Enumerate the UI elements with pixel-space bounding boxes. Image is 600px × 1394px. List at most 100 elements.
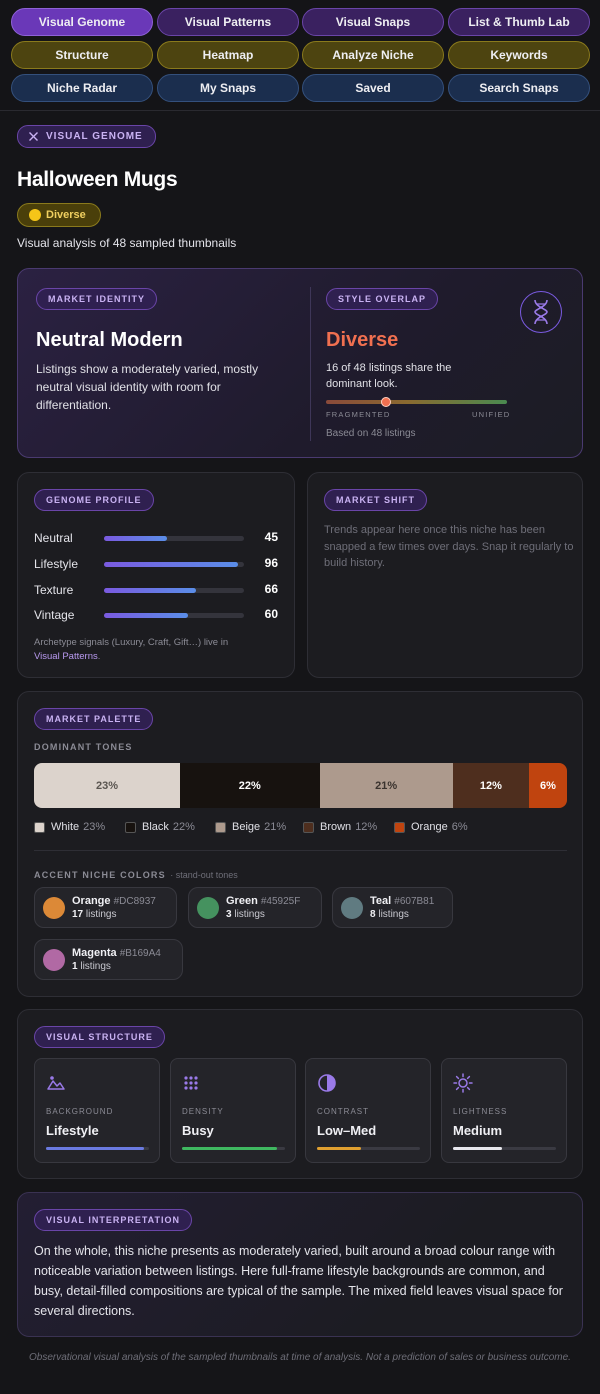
genome-label-neutral: Neutral — [34, 531, 73, 545]
structure-value: Medium — [453, 1123, 503, 1138]
accent-chip-green[interactable]: Green #45925F 3 listings — [188, 887, 322, 928]
nav-keywords[interactable]: Keywords — [448, 41, 590, 69]
accent-name-green: Green #45925F — [226, 895, 300, 907]
nav-list-thumb-lab[interactable]: List & Thumb Lab — [448, 8, 590, 36]
divider — [310, 287, 311, 441]
genome-label-lifestyle: Lifestyle — [34, 557, 79, 571]
market-palette-card: MARKET PALETTE DOMINANT TONES 23% 22% 21… — [17, 691, 583, 997]
nav-visual-genome[interactable]: Visual Genome — [11, 8, 153, 36]
market-shift-text: Trends appear here once this niche has b… — [324, 524, 574, 569]
accent-count: 1 — [72, 961, 78, 972]
interpretation-text: On the whole, this niche presents as mod… — [34, 1244, 563, 1318]
genome-label-texture: Texture — [34, 583, 74, 597]
genome-value-texture: 66 — [264, 582, 278, 596]
accent-count-teal: 8 listings — [370, 909, 409, 920]
accent-dot-magenta — [43, 949, 65, 971]
page-subtitle: Visual analysis of 48 sampled thumbnails — [17, 236, 237, 250]
nav-structure[interactable]: Structure — [11, 41, 153, 69]
overlap-scale — [326, 397, 507, 407]
accent-chip-magenta[interactable]: Magenta #B169A4 1 listings — [34, 939, 183, 980]
genome-profile-card: GENOME PROFILE Neutral 45 Lifestyle 96 T… — [17, 472, 295, 678]
legend-brown: Brown 12% — [303, 821, 377, 833]
diversity-badge: Diverse — [17, 203, 101, 227]
structure-background: BACKGROUND Lifestyle — [34, 1058, 160, 1163]
legend-pct: 12% — [355, 821, 378, 833]
legend-beige: Beige 21% — [215, 821, 286, 833]
genome-bar-vintage — [104, 613, 244, 618]
swatch-brown — [303, 821, 314, 833]
structure-lightness: LIGHTNESS Medium — [441, 1058, 567, 1163]
accent-colors-label: ACCENT NICHE COLORS — [34, 870, 166, 880]
nav-search-snaps[interactable]: Search Snaps — [448, 74, 590, 102]
legend-pct: 6% — [451, 821, 468, 833]
structure-label: DENSITY — [182, 1107, 224, 1116]
nav-heatmap[interactable]: Heatmap — [157, 41, 299, 69]
accent-hex: #B169A4 — [119, 948, 161, 959]
structure-label: LIGHTNESS — [453, 1107, 508, 1116]
footer-disclaimer: Observational visual analysis of the sam… — [29, 1352, 571, 1363]
yellow-dot-icon — [29, 209, 41, 221]
accent-count-magenta: 1 listings — [72, 961, 111, 972]
genome-bar-neutral — [104, 536, 244, 541]
legend-orange: Orange 6% — [394, 821, 468, 833]
genome-note-end: . — [97, 651, 101, 662]
identity-description: Listings show a moderately varied, mostl… — [36, 362, 259, 412]
close-icon[interactable] — [28, 131, 39, 142]
market-palette-tag: MARKET PALETTE — [34, 708, 154, 730]
interpretation-card: VISUAL INTERPRETATION On the whole, this… — [17, 1192, 583, 1337]
tone-pct-beige: 21% — [375, 779, 398, 792]
accent-chip-orange[interactable]: Orange #DC8937 17 listings — [34, 887, 177, 928]
structure-label: CONTRAST — [317, 1107, 369, 1116]
genome-note-text: Archetype signals (Luxury, Craft, Gift…)… — [34, 637, 229, 648]
structure-fill — [182, 1147, 277, 1150]
genome-label-vintage: Vintage — [34, 608, 75, 622]
accent-chip-teal[interactable]: Teal #607B81 8 listings — [332, 887, 453, 928]
tone-pct-black: 22% — [238, 779, 261, 792]
accent-count: 17 — [72, 909, 84, 920]
tone-pct-brown: 12% — [479, 779, 502, 792]
accent-unit: listings — [85, 909, 117, 920]
style-overlap-tag: STYLE OVERLAP — [326, 288, 439, 310]
legend-pct: 22% — [172, 821, 195, 833]
structure-contrast: CONTRAST Low–Med — [305, 1058, 431, 1163]
structure-fill — [46, 1147, 144, 1150]
swatch-beige — [215, 821, 226, 833]
tone-segment-black: 22% — [179, 763, 320, 808]
nav-analyze-niche[interactable]: Analyze Niche — [302, 41, 444, 69]
contrast-icon — [318, 1074, 336, 1092]
structure-label: BACKGROUND — [46, 1107, 114, 1116]
grid-dots-icon — [184, 1076, 198, 1090]
visual-genome-tag[interactable]: VISUAL GENOME — [17, 125, 156, 148]
legend-black: Black 22% — [125, 821, 195, 833]
nav-visual-patterns[interactable]: Visual Patterns — [157, 8, 299, 36]
accent-dot-orange — [43, 897, 65, 919]
structure-value: Lifestyle — [46, 1123, 99, 1138]
accent-hex: #DC8937 — [113, 896, 156, 907]
structure-value: Busy — [182, 1123, 214, 1138]
based-on-label: Based on 48 listings — [326, 428, 416, 439]
legend-pct: 21% — [264, 821, 287, 833]
genome-bar-lifestyle — [104, 562, 244, 567]
tone-pct-orange: 6% — [540, 779, 556, 792]
structure-fill — [453, 1147, 503, 1150]
accent-unit: listings — [80, 961, 111, 972]
visual-patterns-link[interactable]: Visual Patterns — [34, 651, 98, 662]
accent-name-orange: Orange #DC8937 — [72, 895, 156, 907]
nav-my-snaps[interactable]: My Snaps — [157, 74, 299, 102]
overlap-marker — [380, 397, 391, 407]
structure-track — [182, 1147, 285, 1150]
page-title: Halloween Mugs — [17, 168, 178, 191]
legend-pct: 23% — [83, 821, 106, 833]
legend-name: Orange — [411, 821, 448, 833]
nav-niche-radar[interactable]: Niche Radar — [11, 74, 153, 102]
nav-visual-snaps[interactable]: Visual Snaps — [302, 8, 444, 36]
tone-pct-white: 23% — [95, 779, 118, 792]
legend-name: White — [51, 821, 80, 833]
accent-name: Teal — [370, 895, 392, 907]
genome-value-lifestyle: 96 — [264, 556, 278, 570]
accent-count: 3 — [226, 909, 232, 920]
accent-colors-sub: · stand-out tones — [170, 870, 238, 880]
tone-segment-orange: 6% — [528, 763, 567, 808]
nav-saved[interactable]: Saved — [302, 74, 444, 102]
identity-card: MARKET IDENTITY Neutral Modern Listings … — [17, 268, 583, 458]
